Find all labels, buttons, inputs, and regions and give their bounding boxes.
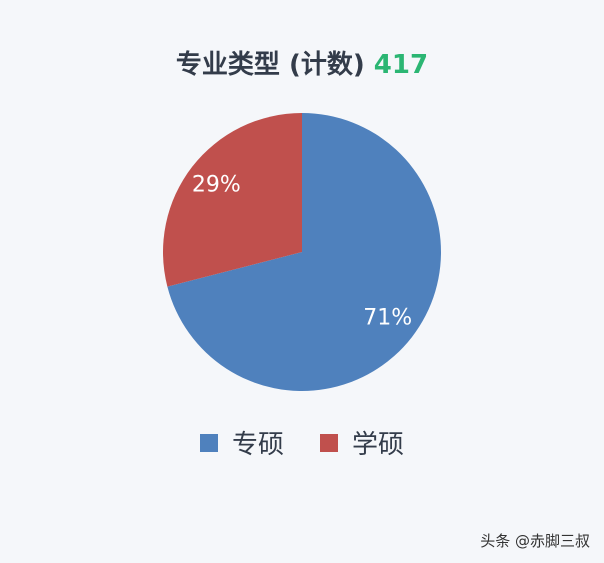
legend-swatch-zhuanshuo [199,433,218,452]
legend-swatch-xueshuo [320,433,338,452]
legend-label-zhuanshuo: 专硕 [231,430,284,460]
chart-title-text: 专业类型 (计数) [175,50,365,80]
legend-item-zhuanshuo[interactable]: 专硕 [199,424,284,461]
pie-slice-zhuanshuo[interactable] [167,113,441,391]
watermark: 头条 @赤脚三叔 [480,532,590,550]
pie-label-xueshuo: 29% [192,173,241,198]
pie-slice-xueshuo[interactable] [163,113,302,287]
pie-label-zhuanshuo: 71% [363,305,412,330]
legend-item-xueshuo[interactable]: 学硕 [320,424,404,461]
chart-title: 专业类型 (计数) 417 [0,44,604,81]
chart-legend: 专硕 学硕 [0,424,604,461]
legend-label-xueshuo: 学硕 [352,430,405,460]
chart-title-count: 417 [373,50,429,80]
